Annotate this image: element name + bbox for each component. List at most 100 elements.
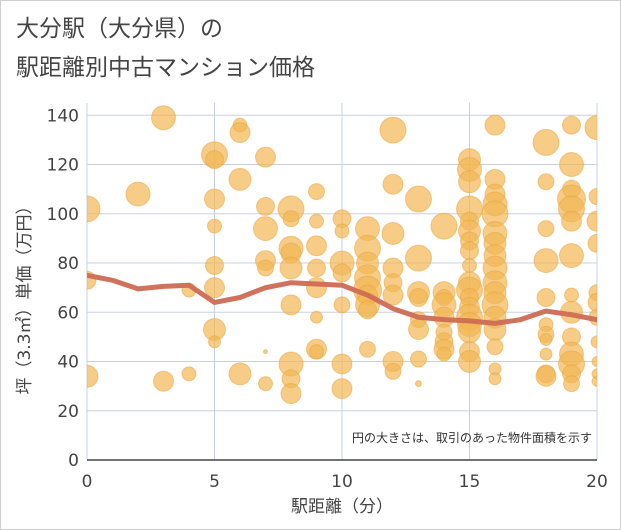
chart-title-line1: 大分駅（大分県）の (16, 16, 223, 42)
data-bubble (204, 188, 225, 210)
data-bubble (458, 170, 481, 194)
data-bubble (532, 128, 560, 156)
data-bubble (255, 146, 276, 168)
data-bubble (87, 195, 101, 223)
data-bubble (379, 116, 407, 144)
trend-layer (87, 272, 597, 326)
data-bubble (331, 378, 353, 400)
data-bubble (308, 183, 325, 201)
data-bubble (229, 122, 251, 144)
data-bubble (205, 150, 224, 170)
data-bubble (228, 362, 252, 386)
chart-title-line2: 駅距離別中古マンション価格 (16, 55, 315, 81)
y-tick-label: 80 (57, 254, 79, 274)
data-bubble (151, 105, 176, 131)
data-bubble (458, 350, 481, 374)
data-bubble (486, 338, 504, 356)
trend-line (87, 272, 597, 326)
data-bubble (331, 353, 353, 375)
data-bubble (282, 210, 300, 228)
x-axis-label: 駅距離（分） (291, 497, 393, 517)
y-tick-label: 60 (57, 303, 79, 323)
data-bubble (591, 375, 597, 387)
data-bubble (460, 241, 479, 261)
y-tick-label: 0 (68, 451, 79, 471)
data-bubble (539, 332, 553, 346)
data-bubble (359, 340, 376, 358)
data-bubble (87, 364, 99, 388)
y-tick-label: 40 (57, 353, 79, 373)
data-bubble (257, 259, 274, 277)
data-bubble (535, 365, 557, 387)
data-bubble (205, 255, 224, 275)
data-bubble (263, 349, 268, 355)
data-bubble (310, 310, 323, 324)
y-tick-label: 120 (47, 156, 79, 176)
data-bubble (564, 287, 579, 303)
data-bubble (208, 335, 221, 349)
y-tick-label: 140 (47, 106, 79, 126)
data-bubble (539, 347, 553, 361)
data-bubble (590, 335, 597, 349)
data-bubble (584, 115, 597, 141)
data-bubble (587, 233, 597, 253)
data-bubble (280, 294, 302, 316)
data-bubble (484, 114, 506, 136)
data-bubble (358, 300, 377, 320)
data-bubble (536, 288, 556, 308)
data-bubble (204, 277, 225, 299)
data-bubble (436, 346, 452, 362)
data-bubble (537, 173, 555, 191)
data-bubble (309, 213, 324, 229)
data-bubble (306, 277, 327, 299)
x-tick-label: 15 (459, 472, 481, 492)
data-bubble (382, 173, 404, 195)
data-bubble (384, 362, 402, 380)
x-tick-label: 0 (82, 472, 93, 492)
data-bubble (587, 292, 597, 312)
data-bubble (591, 356, 597, 368)
data-bubble (559, 152, 584, 178)
data-bubble (561, 210, 582, 232)
data-bubble (207, 218, 222, 234)
data-bubble (559, 243, 584, 269)
y-tick-label: 20 (57, 402, 79, 422)
x-axis-ticks: 0 5 10 15 20 (82, 472, 608, 492)
data-bubble (334, 223, 350, 239)
data-bubble (588, 188, 597, 206)
data-bubble (537, 220, 555, 238)
x-tick-label: 10 (331, 472, 353, 492)
data-bubble (280, 383, 302, 405)
data-bubble (309, 344, 324, 360)
data-bubble (408, 319, 429, 341)
data-bubble (415, 380, 422, 388)
data-bubble (533, 248, 559, 274)
bubble-layer (87, 105, 597, 405)
data-bubble (332, 263, 352, 283)
data-bubble (488, 372, 502, 386)
data-bubble (562, 115, 581, 135)
data-bubble (430, 212, 458, 240)
data-bubble (333, 296, 351, 314)
data-bubble (381, 221, 405, 245)
data-bubble (279, 256, 303, 280)
data-bubble (306, 235, 327, 257)
y-axis-ticks: 0 20 40 60 80 100 120 140 (47, 106, 79, 471)
data-bubble (458, 320, 481, 344)
y-axis-label: 坪（3.3㎡）単価（万円） (15, 197, 35, 394)
x-tick-label: 5 (209, 472, 220, 492)
data-bubble (462, 257, 477, 273)
size-legend-note: 円の大きさは、取引のあった物件面積を示す (352, 430, 592, 445)
data-bubble (253, 216, 278, 242)
data-bubble (125, 181, 151, 207)
data-bubble (410, 350, 427, 368)
data-bubble (181, 366, 197, 382)
data-bubble (563, 375, 580, 393)
data-bubble (256, 196, 275, 216)
data-bubble (307, 258, 326, 278)
data-bubble (228, 167, 252, 191)
x-tick-label: 20 (586, 472, 608, 492)
data-bubble (405, 185, 432, 213)
data-bubble (409, 288, 428, 308)
